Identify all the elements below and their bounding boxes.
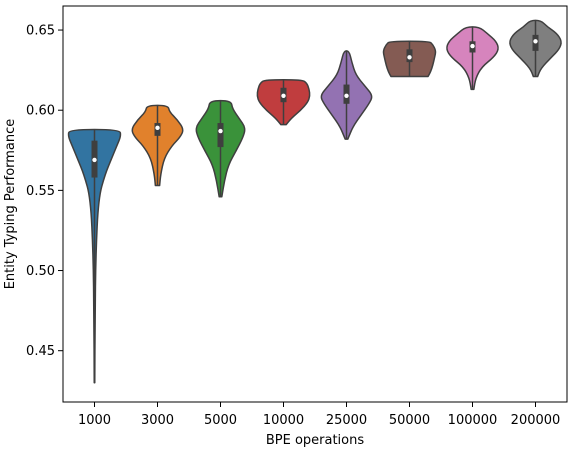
y-tick-label: 0.50 — [26, 264, 55, 279]
violin-median-point-200000 — [533, 39, 538, 44]
x-tick-label: 10000 — [263, 413, 304, 428]
x-tick-label: 3000 — [141, 413, 174, 428]
x-tick-label: 50000 — [389, 413, 430, 428]
x-tick-label: 1000 — [78, 413, 111, 428]
y-tick-label: 0.55 — [26, 184, 55, 199]
violin-median-point-3000 — [155, 125, 160, 131]
violin-median-point-50000 — [407, 55, 412, 60]
violin-median-point-100000 — [470, 43, 475, 49]
x-axis-label: BPE operations — [266, 433, 365, 448]
y-tick-label: 0.60 — [26, 104, 55, 119]
violin-median-point-5000 — [218, 128, 223, 134]
violin-median-point-25000 — [344, 93, 349, 98]
y-axis-label: Entity Typing Performance — [3, 119, 18, 290]
violin-iqr-box-5000 — [217, 123, 224, 148]
x-tick-label: 25000 — [326, 413, 367, 428]
y-axis-ticks: 0.45 0.50 0.55 0.60 0.65 — [26, 24, 63, 359]
plot-area — [62, 5, 568, 403]
x-tick-label: 5000 — [204, 413, 237, 428]
violins-group — [67, 19, 562, 384]
x-tick-label: 200000 — [511, 413, 561, 428]
y-tick-label: 0.45 — [26, 344, 55, 359]
violin-median-point-1000 — [92, 157, 97, 163]
violin-median-point-10000 — [281, 93, 286, 98]
x-axis-ticks: 1000 3000 5000 10000 25000 50000 100000 200000 — [78, 402, 560, 428]
x-tick-label: 100000 — [448, 413, 498, 428]
y-tick-label: 0.65 — [26, 24, 55, 39]
